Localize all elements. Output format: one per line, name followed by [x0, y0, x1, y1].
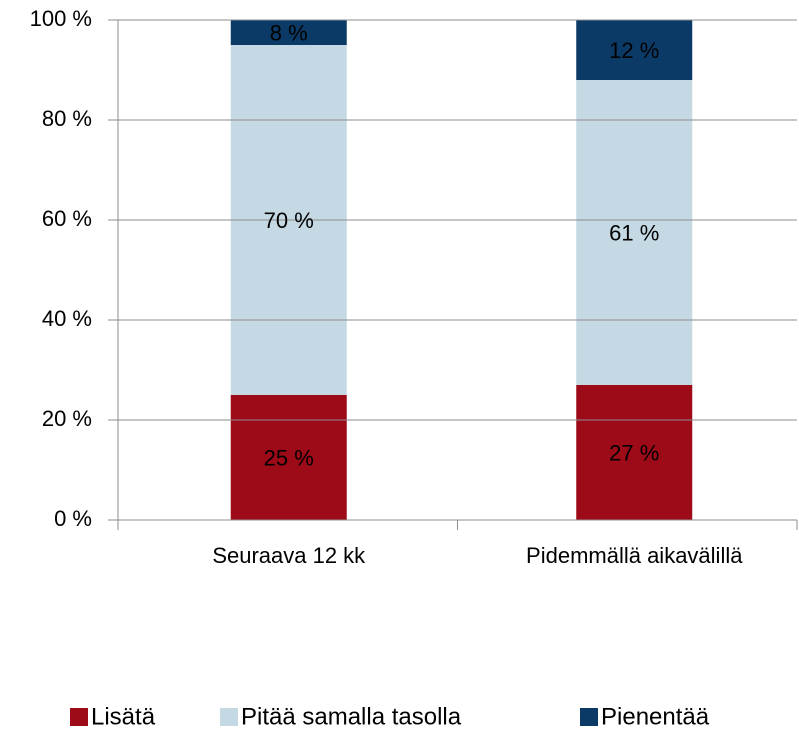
legend-label: Lisätä [91, 703, 156, 730]
data-label: 70 % [264, 208, 314, 233]
data-label: 12 % [609, 38, 659, 63]
y-tick-label: 80 % [42, 106, 92, 131]
y-tick-label: 40 % [42, 306, 92, 331]
data-label: 27 % [609, 440, 659, 465]
legend-swatch [220, 708, 238, 726]
legend-swatch [580, 708, 598, 726]
legend-label: Pienentää [601, 703, 710, 730]
data-label: 61 % [609, 220, 659, 245]
legend-label: Pitää samalla tasolla [241, 703, 462, 730]
data-label: 8 % [270, 20, 308, 45]
y-tick-label: 0 % [54, 506, 92, 531]
y-tick-label: 20 % [42, 406, 92, 431]
bar-segment [576, 80, 693, 385]
data-label: 25 % [264, 445, 314, 470]
y-tick-label: 60 % [42, 206, 92, 231]
bar-segment [576, 385, 693, 520]
x-tick-label: Seuraava 12 kk [212, 543, 366, 568]
bar-segment [230, 395, 347, 520]
y-tick-label: 100 % [30, 6, 92, 31]
bar-segment [576, 20, 693, 80]
x-tick-label: Pidemmällä aikavälillä [526, 543, 743, 568]
legend-swatch [70, 708, 88, 726]
bar-segment [230, 20, 347, 45]
